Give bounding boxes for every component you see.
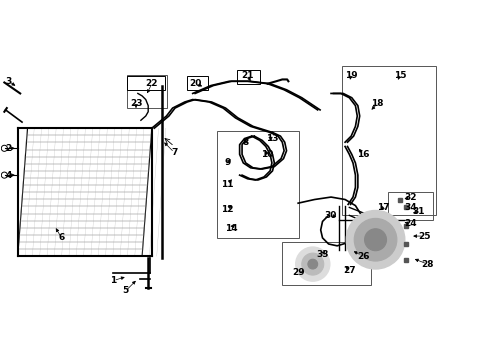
Text: 33: 33 (316, 250, 328, 259)
Text: 4: 4 (5, 171, 12, 180)
Bar (341, 66, 436, 215)
Text: 1: 1 (110, 276, 116, 285)
Bar (237, 70, 260, 84)
Text: 22: 22 (145, 79, 158, 88)
Text: 21: 21 (241, 71, 253, 80)
Circle shape (307, 259, 317, 269)
Bar (387, 192, 432, 220)
Circle shape (364, 229, 386, 251)
Bar (282, 242, 370, 285)
Text: 5: 5 (122, 287, 128, 296)
Text: 30: 30 (324, 211, 337, 220)
Circle shape (353, 219, 396, 261)
Bar (127, 76, 165, 90)
Text: 29: 29 (291, 268, 304, 277)
Bar (217, 131, 299, 238)
Circle shape (295, 247, 329, 281)
Text: 17: 17 (376, 203, 389, 212)
Text: 10: 10 (261, 150, 273, 159)
Text: 19: 19 (344, 71, 357, 80)
Text: 16: 16 (356, 150, 369, 159)
Text: 31: 31 (411, 207, 424, 216)
Bar (127, 75, 167, 108)
Circle shape (301, 253, 323, 275)
Text: 20: 20 (189, 79, 202, 88)
Text: 25: 25 (417, 231, 429, 240)
Text: 6: 6 (59, 233, 64, 242)
Text: 15: 15 (393, 71, 406, 80)
Text: 26: 26 (356, 252, 369, 261)
Text: 8: 8 (242, 138, 248, 147)
Text: 34: 34 (403, 203, 416, 212)
Text: 2: 2 (5, 144, 12, 153)
Text: 13: 13 (265, 134, 278, 143)
Text: 9: 9 (224, 158, 230, 167)
Text: 24: 24 (403, 219, 416, 228)
Text: 3: 3 (5, 77, 12, 86)
Text: 28: 28 (420, 260, 433, 269)
Text: 18: 18 (370, 99, 383, 108)
Circle shape (346, 211, 404, 269)
Text: 23: 23 (129, 99, 142, 108)
Text: 14: 14 (224, 224, 237, 233)
Text: 27: 27 (342, 266, 355, 275)
Text: 32: 32 (403, 193, 416, 202)
Text: 12: 12 (221, 205, 233, 214)
Text: 7: 7 (171, 148, 177, 157)
Bar (186, 76, 207, 90)
Text: 11: 11 (221, 180, 233, 189)
